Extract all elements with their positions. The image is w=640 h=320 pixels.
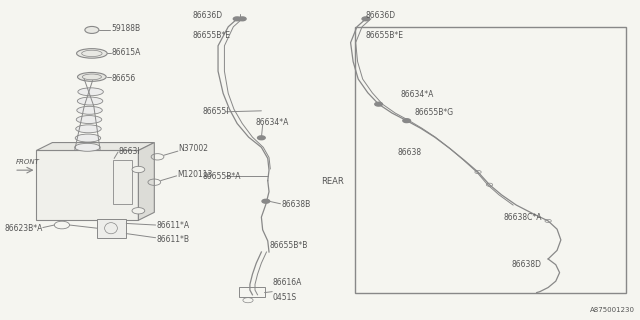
Ellipse shape bbox=[77, 97, 103, 105]
Circle shape bbox=[262, 199, 269, 203]
Text: 86655B*E: 86655B*E bbox=[366, 31, 404, 40]
Polygon shape bbox=[36, 142, 154, 150]
Circle shape bbox=[403, 119, 410, 123]
Bar bbox=[239, 287, 264, 297]
Polygon shape bbox=[138, 142, 154, 220]
Text: 86655B*A: 86655B*A bbox=[203, 172, 241, 181]
Text: N37002: N37002 bbox=[179, 144, 209, 153]
Ellipse shape bbox=[77, 49, 107, 58]
Text: 86615A: 86615A bbox=[111, 48, 141, 57]
Ellipse shape bbox=[76, 116, 102, 124]
Ellipse shape bbox=[85, 27, 99, 33]
Circle shape bbox=[132, 166, 145, 173]
Text: M120113: M120113 bbox=[177, 171, 212, 180]
Text: 86634*A: 86634*A bbox=[400, 90, 434, 99]
Text: REAR: REAR bbox=[321, 177, 344, 186]
Ellipse shape bbox=[78, 88, 103, 96]
Circle shape bbox=[234, 17, 241, 21]
Text: 86655B*E: 86655B*E bbox=[193, 31, 230, 40]
Circle shape bbox=[375, 102, 383, 106]
Text: 86611*B: 86611*B bbox=[157, 236, 190, 244]
Text: 86655B*G: 86655B*G bbox=[414, 108, 453, 117]
Text: A875001230: A875001230 bbox=[591, 307, 636, 313]
Circle shape bbox=[362, 17, 370, 21]
Text: 86634*A: 86634*A bbox=[255, 118, 289, 127]
Ellipse shape bbox=[76, 134, 100, 142]
Text: 0451S: 0451S bbox=[273, 292, 297, 301]
Ellipse shape bbox=[76, 125, 101, 133]
Ellipse shape bbox=[77, 106, 102, 114]
Text: 86656: 86656 bbox=[111, 74, 136, 83]
Bar bbox=[355, 27, 626, 293]
Text: 86638C*A: 86638C*A bbox=[504, 212, 542, 222]
Text: 86655I: 86655I bbox=[203, 107, 229, 116]
Circle shape bbox=[257, 136, 265, 140]
Text: 86636D: 86636D bbox=[366, 11, 396, 20]
Text: 86638: 86638 bbox=[397, 148, 422, 157]
Text: 86623B*A: 86623B*A bbox=[4, 224, 43, 233]
Circle shape bbox=[132, 208, 145, 214]
Text: 86638B: 86638B bbox=[282, 200, 311, 209]
Text: 86616A: 86616A bbox=[273, 278, 302, 287]
Circle shape bbox=[239, 17, 246, 21]
Text: 86638D: 86638D bbox=[511, 260, 541, 268]
Text: 86655B*B: 86655B*B bbox=[269, 241, 307, 250]
Text: 86611*A: 86611*A bbox=[157, 220, 190, 229]
Text: 59188B: 59188B bbox=[111, 25, 140, 34]
Text: 86636D: 86636D bbox=[193, 11, 223, 20]
Ellipse shape bbox=[75, 143, 100, 151]
Bar bbox=[113, 160, 132, 204]
Bar bbox=[97, 219, 125, 238]
Bar bbox=[36, 150, 138, 220]
Text: 8663I: 8663I bbox=[118, 147, 140, 156]
Ellipse shape bbox=[77, 72, 106, 81]
Text: FRONT: FRONT bbox=[15, 159, 39, 164]
